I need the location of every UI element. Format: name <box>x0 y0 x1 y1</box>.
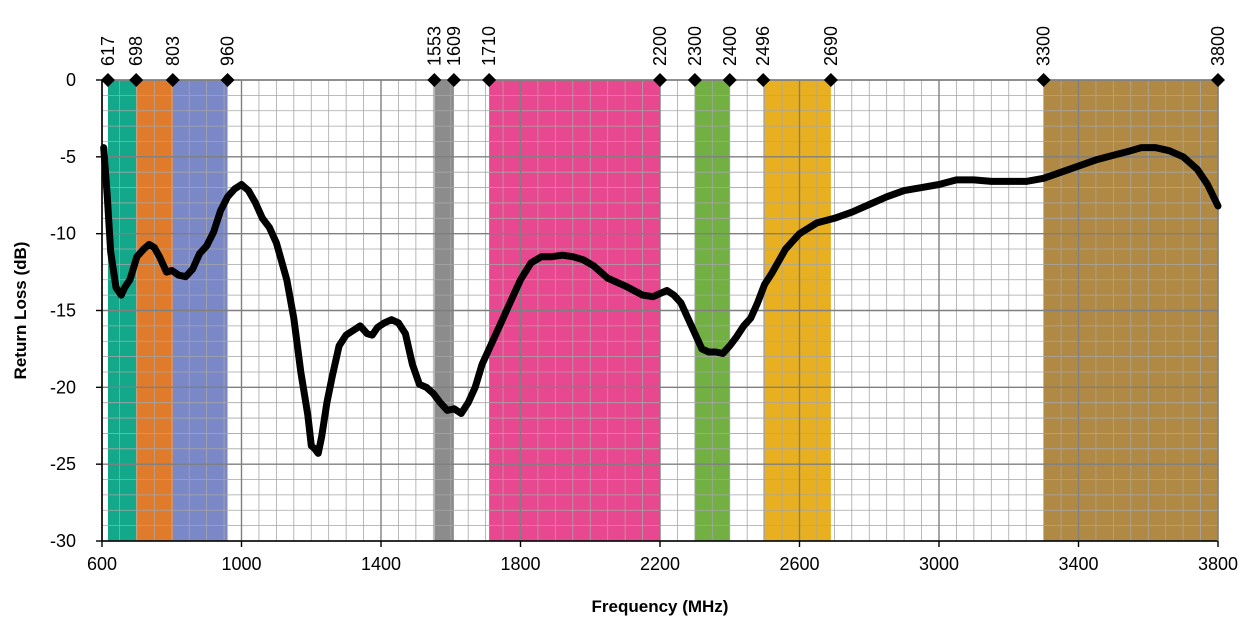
labels-layer: 600 1000 1400 1800 2200 2600 3000 3400 3800 0 -5 -1… <box>50 26 1238 574</box>
band-edge-marker <box>1036 73 1051 87</box>
series-layer <box>100 144 1222 457</box>
band-edge-label: 1553 <box>424 26 444 66</box>
x-tick-label: 2600 <box>779 554 819 574</box>
y-tick-label: -15 <box>50 301 76 321</box>
band-edge-label: 960 <box>218 36 238 66</box>
x-tick-label: 1000 <box>221 554 261 574</box>
x-tick-label: 3800 <box>1198 554 1238 574</box>
band-edge-marker <box>446 73 461 87</box>
band-edge-marker <box>165 73 180 87</box>
band-edge-marker <box>756 73 771 87</box>
band-edge-marker <box>1211 73 1225 87</box>
band-edge-label: 2496 <box>753 26 773 66</box>
x-axis-title: Frequency (MHz) <box>592 597 729 616</box>
band-edge-marker <box>482 73 497 87</box>
band-edge-label: 2300 <box>685 26 705 66</box>
band-edge-label: 617 <box>98 36 118 66</box>
y-tick-label: -10 <box>50 224 76 244</box>
band-edge-label: 2690 <box>821 26 841 66</box>
x-tick-label: 1400 <box>361 554 401 574</box>
band-edge-marker <box>687 73 702 87</box>
x-tick-label: 2200 <box>640 554 680 574</box>
y-tick-label: -5 <box>60 147 76 167</box>
return-loss-series-line <box>100 144 1222 457</box>
band-edge-marker <box>129 73 144 87</box>
band-edge-label: 3300 <box>1034 26 1054 66</box>
band-edge-marker <box>100 73 115 87</box>
band-edge-marker <box>823 73 838 87</box>
y-tick-label: -25 <box>50 454 76 474</box>
marker-layer <box>100 73 1225 87</box>
band-edge-marker <box>722 73 737 87</box>
band-edge-label: 3800 <box>1208 26 1228 66</box>
y-tick-label: 0 <box>66 70 76 90</box>
band-edge-label: 1609 <box>444 26 464 66</box>
y-axis-title: Return Loss (dB) <box>11 242 30 380</box>
band-edge-marker <box>653 73 667 87</box>
band-edge-marker <box>220 73 235 87</box>
y-tick-label: -20 <box>50 377 76 397</box>
x-tick-label: 1800 <box>500 554 540 574</box>
y-tick-label: -30 <box>50 531 76 551</box>
band-edge-label: 1710 <box>479 26 499 66</box>
band-edge-label: 2200 <box>650 26 670 66</box>
x-tick-label: 600 <box>87 554 117 574</box>
x-tick-label: 3000 <box>919 554 959 574</box>
band-edge-marker <box>427 73 442 87</box>
x-tick-label: 3400 <box>1058 554 1098 574</box>
band-edge-label: 698 <box>126 36 146 66</box>
band-edge-label: 803 <box>163 36 183 66</box>
band-edge-label: 2400 <box>720 26 740 66</box>
